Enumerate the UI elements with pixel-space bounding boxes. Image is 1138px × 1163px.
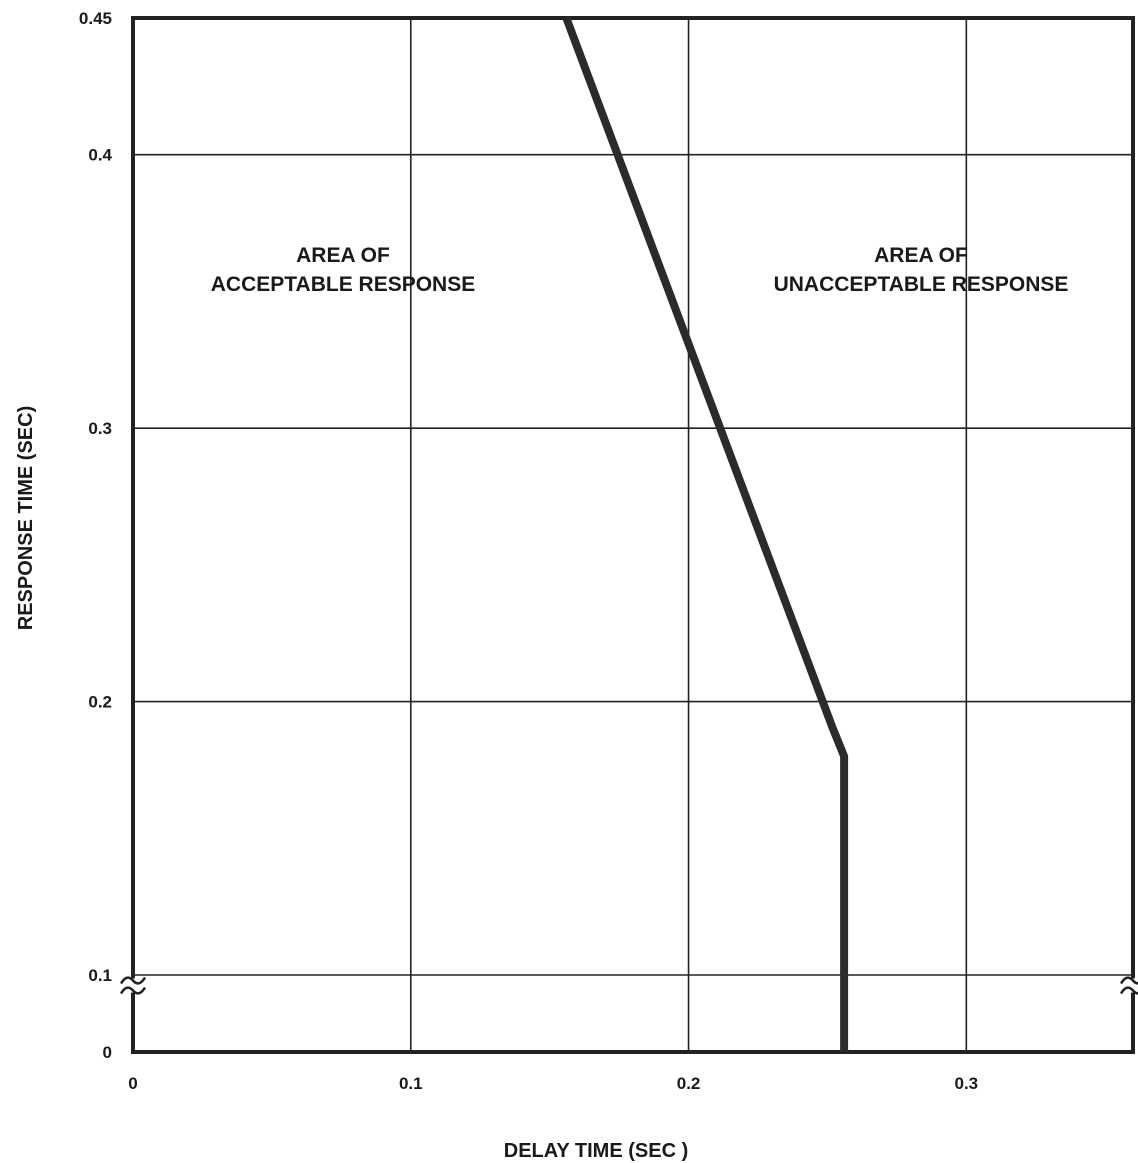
- axis-break-mark-1: [1119, 976, 1138, 985]
- x-axis-title: DELAY TIME (SEC ): [504, 1140, 688, 1162]
- axis-break-mark-0: [119, 976, 147, 985]
- x-axis-ticks: 0 0.1 0.2 0.3: [128, 1074, 978, 1093]
- plot-frame: [119, 16, 1138, 1054]
- y-tick-label-0: 0.1: [88, 966, 112, 985]
- y-tick-label-1: 0.2: [88, 693, 112, 712]
- x-tick-label-0: 0: [128, 1074, 137, 1093]
- y-tick-label-3: 0.4: [88, 146, 112, 165]
- y-axis-title: RESPONSE TIME (SEC): [15, 406, 37, 630]
- y-tick-label-4: 0.45: [79, 9, 112, 28]
- annotation-acceptable-line1: AREA OF: [296, 244, 390, 267]
- x-tick-label-3: 0.3: [955, 1074, 979, 1093]
- axis-break-mark-1-b: [1119, 986, 1138, 995]
- plot-border: [131, 16, 1135, 1054]
- grid: [133, 18, 1133, 1052]
- x-tick-label-1: 0.1: [399, 1074, 423, 1093]
- annotation-unacceptable-line2: UNACCEPTABLE RESPONSE: [774, 273, 1069, 296]
- boundary-line-0: [562, 16, 849, 1052]
- axis-break-gap-1: [1127, 978, 1138, 993]
- series: [562, 16, 849, 1052]
- annotation-acceptable-line2: ACCEPTABLE RESPONSE: [211, 273, 475, 296]
- y-tick-label-2: 0.3: [88, 419, 112, 438]
- x-tick-label-2: 0.2: [677, 1074, 701, 1093]
- y-axis-ticks: 0.1 0.2 0.3 0.4 0.45 0: [79, 9, 113, 1062]
- y-tick-label-zero: 0: [103, 1043, 112, 1062]
- axis-break-mark-0-b: [119, 986, 147, 995]
- annotation-unacceptable-line1: AREA OF: [874, 244, 968, 267]
